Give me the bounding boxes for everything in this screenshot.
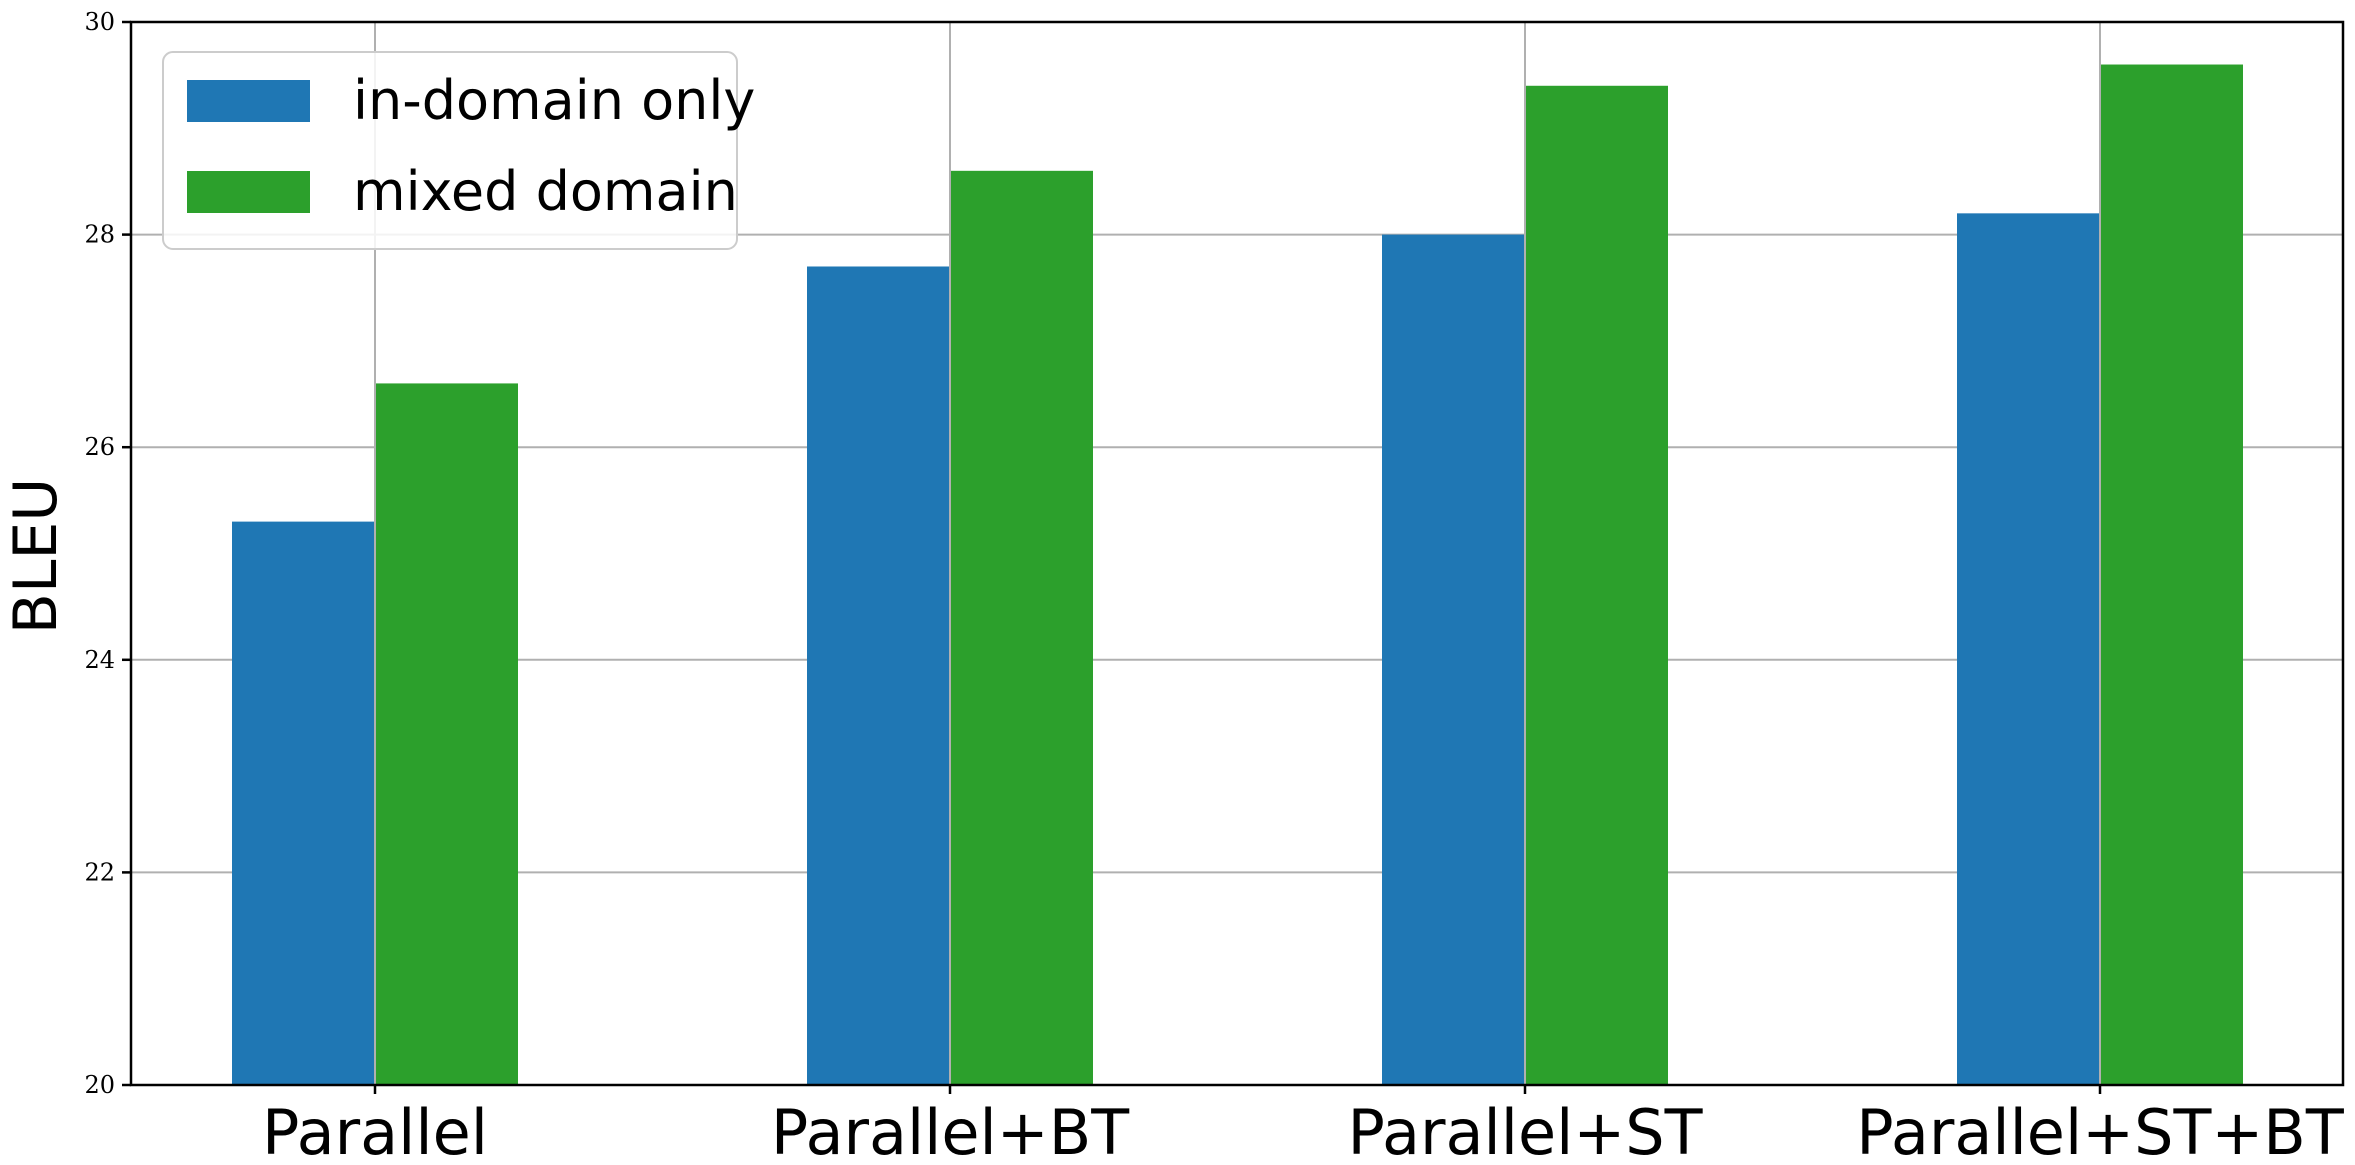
bar-in-domain-only-3 [1957,213,2100,1086]
bar-mixed-domain-0 [375,383,518,1085]
bar-in-domain-only-1 [807,266,950,1085]
y-axis-label: BLEU [1,478,71,634]
x-tick-label-1: Parallel+BT [771,1096,1130,1165]
x-tick-label-2: Parallel+ST [1347,1096,1703,1165]
bar-in-domain-only-2 [1382,234,1525,1086]
bar-mixed-domain-1 [950,170,1093,1085]
legend-swatch-0 [187,80,310,122]
x-tick-label-0: Parallel [262,1096,488,1165]
y-tick-label-1: 22 [84,858,115,886]
legend: in-domain only mixed domain [162,51,755,250]
axis-ticks: 20 22 24 26 28 30 Parallel Parallel+BT Parallel+… [84,8,2344,1165]
y-tick-label-2: 24 [84,646,115,674]
bar-in-domain-only-0 [232,521,375,1085]
bar-mixed-domain-2 [1525,85,1668,1085]
bars [232,64,2243,1086]
y-tick-label-0: 20 [84,1071,115,1099]
plot-frame [129,20,2345,1087]
y-tick-label-4: 28 [84,221,115,249]
legend-label-0: in-domain only [353,69,755,132]
legend-swatch-1 [187,171,310,213]
bar-mixed-domain-3 [2100,64,2243,1085]
x-tick-label-3: Parallel+ST+BT [1856,1096,2345,1165]
y-tick-label-3: 26 [84,433,115,461]
y-tick-label-5: 30 [84,8,115,36]
legend-label-1: mixed domain [353,160,738,223]
